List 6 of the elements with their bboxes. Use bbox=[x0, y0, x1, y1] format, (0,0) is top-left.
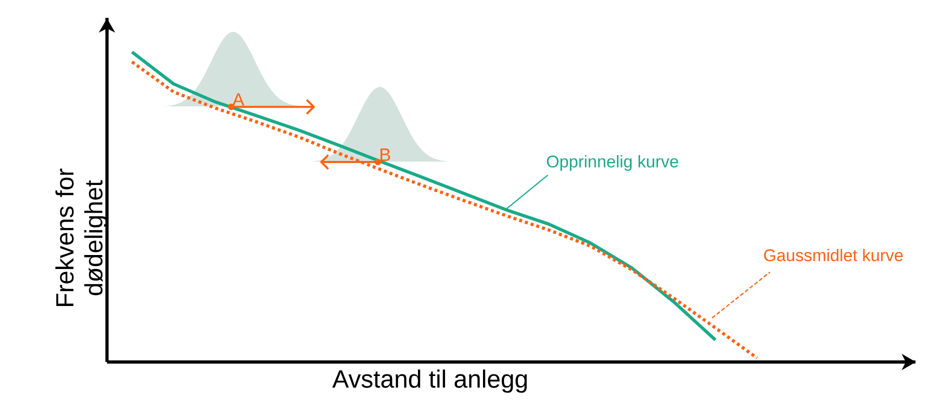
annotation: A bbox=[232, 93, 244, 106]
annotation: B bbox=[380, 148, 390, 161]
text: Opprinnelig kurve bbox=[546, 155, 678, 171]
x-axis-title: Avstand til anlegg bbox=[332, 370, 527, 393]
y-axis-title: Frekvens for dødelighet bbox=[55, 168, 108, 306]
text: Gaussmidlet kurve bbox=[764, 248, 903, 262]
